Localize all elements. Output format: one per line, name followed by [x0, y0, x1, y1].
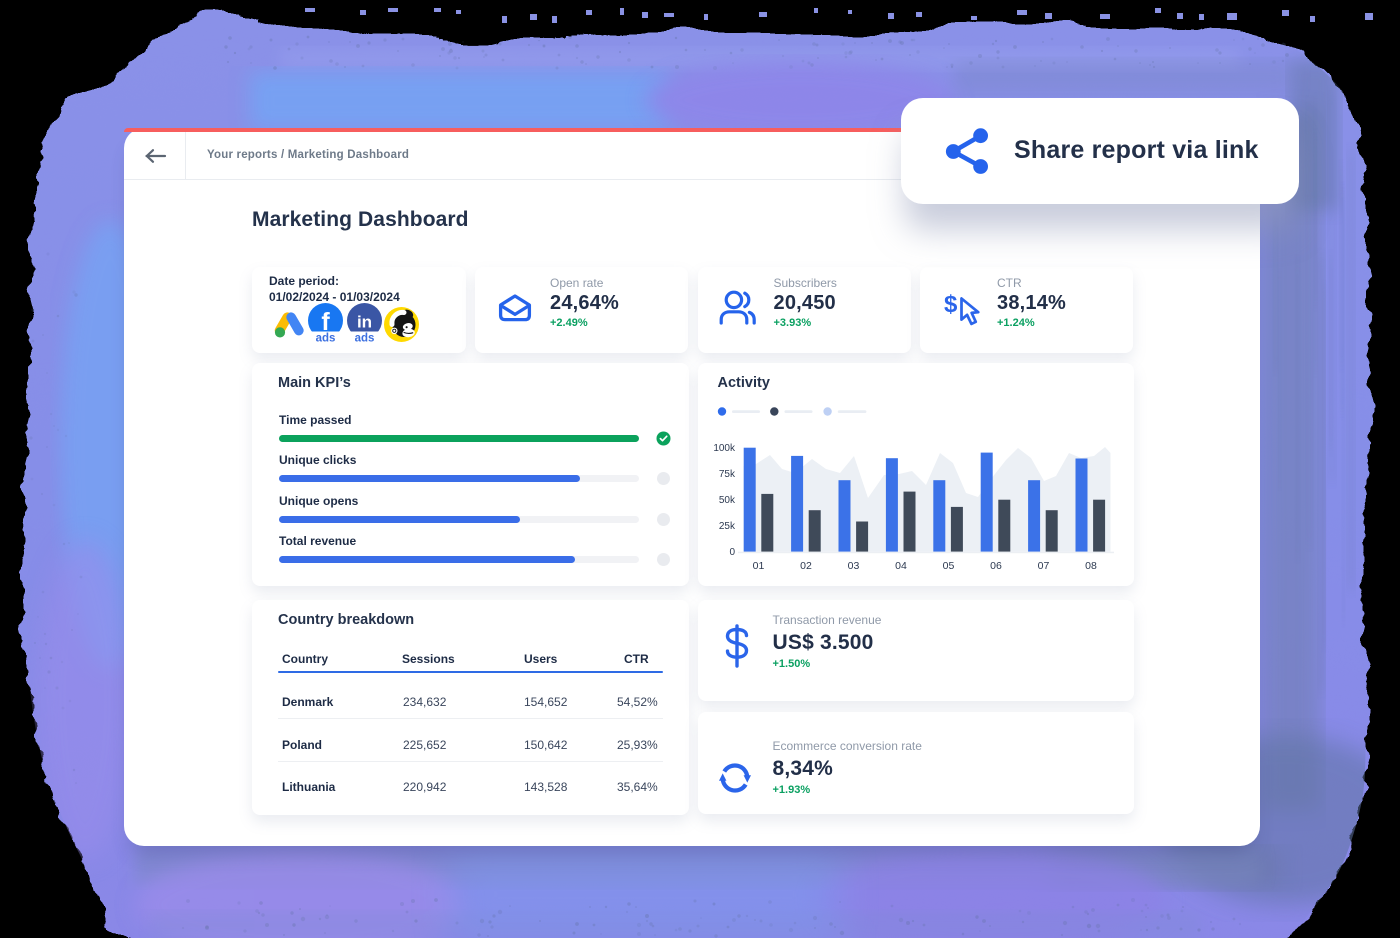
svg-text:75k: 75k [718, 469, 735, 480]
svg-text:03: 03 [847, 560, 859, 572]
svg-text:$: $ [944, 291, 958, 318]
svg-text:ads: ads [316, 333, 336, 345]
svg-text:100k: 100k [713, 443, 736, 454]
svg-text:0: 0 [729, 547, 735, 558]
svg-text:04: 04 [895, 560, 907, 572]
svg-text:ads: ads [354, 333, 374, 345]
svg-text:08: 08 [1085, 560, 1097, 572]
svg-text:05: 05 [942, 560, 954, 572]
svg-text:01: 01 [752, 560, 764, 572]
svg-text:in: in [356, 313, 371, 332]
svg-text:07: 07 [1037, 560, 1049, 572]
svg-text:50k: 50k [718, 495, 735, 506]
svg-text:25k: 25k [718, 521, 735, 532]
svg-text:06: 06 [990, 560, 1002, 572]
svg-text:f: f [321, 308, 330, 336]
svg-text:02: 02 [800, 560, 812, 572]
